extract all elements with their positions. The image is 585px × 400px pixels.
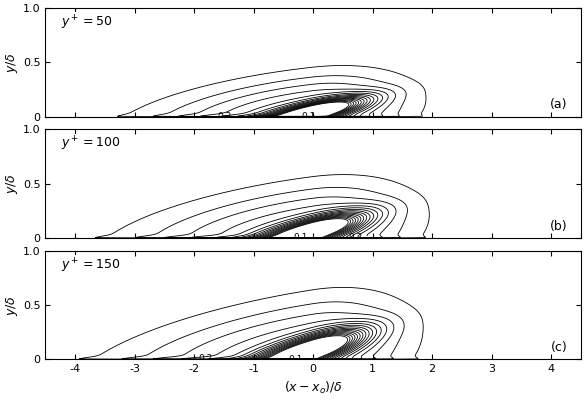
Text: (b): (b) [550,220,567,232]
Text: 0.1: 0.1 [301,112,315,121]
Text: 0.2: 0.2 [348,233,362,242]
Text: 0.2: 0.2 [198,354,213,364]
Text: 0.1: 0.1 [289,355,303,364]
Text: $y^+ = 50$: $y^+ = 50$ [61,14,113,32]
Text: 0.2: 0.2 [217,112,232,121]
Text: (c): (c) [550,341,567,354]
Text: 0.1: 0.1 [293,234,307,242]
Text: (a): (a) [550,98,567,111]
X-axis label: $(x - x_o)/\delta$: $(x - x_o)/\delta$ [284,380,343,396]
Y-axis label: $y/\delta$: $y/\delta$ [4,173,20,194]
Text: $y^+ = 150$: $y^+ = 150$ [61,256,121,274]
Text: $y^+ = 100$: $y^+ = 100$ [61,135,121,153]
Y-axis label: $y/\delta$: $y/\delta$ [4,52,20,73]
Y-axis label: $y/\delta$: $y/\delta$ [4,294,20,316]
